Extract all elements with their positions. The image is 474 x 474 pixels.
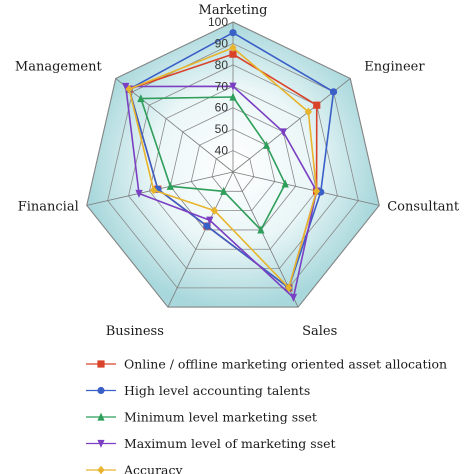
- data-point: [229, 92, 237, 101]
- grid-ring: [190, 128, 276, 212]
- tick-label: 40: [215, 144, 229, 158]
- data-point: [166, 181, 174, 190]
- radar-series: [122, 29, 338, 302]
- legend-label: High level accounting talents: [124, 383, 310, 398]
- legend-marker: [97, 412, 105, 421]
- legend-marker: [97, 360, 105, 368]
- data-point: [203, 222, 211, 230]
- grid-ring: [86, 21, 380, 308]
- data-point: [122, 82, 130, 91]
- axis-label-consultant: Consultant: [387, 199, 460, 214]
- series-line-3: [140, 96, 287, 231]
- data-point: [229, 29, 237, 37]
- tick-label: 80: [215, 58, 229, 72]
- data-point: [137, 94, 145, 103]
- legend-marker: [97, 386, 105, 395]
- legend: Online / offline marketing oriented asse…: [86, 357, 447, 474]
- series-line-4: [124, 85, 318, 299]
- data-point: [125, 84, 133, 94]
- data-point: [329, 88, 338, 96]
- data-point: [220, 186, 228, 195]
- data-point: [279, 128, 287, 137]
- grid-spoke: [115, 78, 234, 173]
- data-point: [285, 283, 293, 293]
- axis-label-management: Management: [15, 59, 103, 74]
- data-point: [135, 189, 143, 198]
- data-point: [229, 43, 237, 52]
- legend-label: Maximum level of marketing sset: [124, 436, 336, 451]
- data-point: [281, 179, 289, 188]
- grid-ring: [128, 64, 338, 269]
- grid-ring: [211, 150, 255, 192]
- axis-label-business: Business: [106, 324, 164, 339]
- legend-label: Accuracy: [123, 463, 184, 474]
- data-point: [229, 82, 237, 91]
- data-point: [257, 225, 265, 234]
- series-line-5: [128, 46, 318, 289]
- tick-label: 100: [208, 15, 228, 29]
- axis-label-financial: Financial: [18, 199, 79, 214]
- data-point: [262, 140, 271, 149]
- grid-spoke: [232, 171, 380, 206]
- legend-label: Minimum level marketing sset: [124, 410, 317, 425]
- grid-ring: [149, 85, 317, 250]
- radar-grid: [86, 21, 380, 308]
- legend-marker: [97, 439, 105, 448]
- tick-label: 90: [215, 36, 229, 50]
- data-point: [210, 206, 219, 215]
- data-point: [206, 216, 214, 225]
- data-point: [313, 101, 321, 109]
- axis-label-sales: Sales: [302, 324, 337, 339]
- tick-label: 70: [215, 79, 229, 93]
- tick-label: 50: [215, 122, 229, 136]
- legend-marker: [97, 465, 105, 474]
- data-point: [289, 293, 298, 302]
- axis-label-engineer: Engineer: [364, 59, 425, 74]
- data-point: [312, 186, 321, 196]
- data-point: [229, 50, 237, 58]
- data-point: [150, 185, 158, 195]
- legend-label: Online / offline marketing oriented asse…: [124, 357, 447, 372]
- axis-label-marketing: Marketing: [199, 3, 268, 18]
- tick-label: 60: [215, 101, 229, 115]
- data-point: [304, 107, 312, 117]
